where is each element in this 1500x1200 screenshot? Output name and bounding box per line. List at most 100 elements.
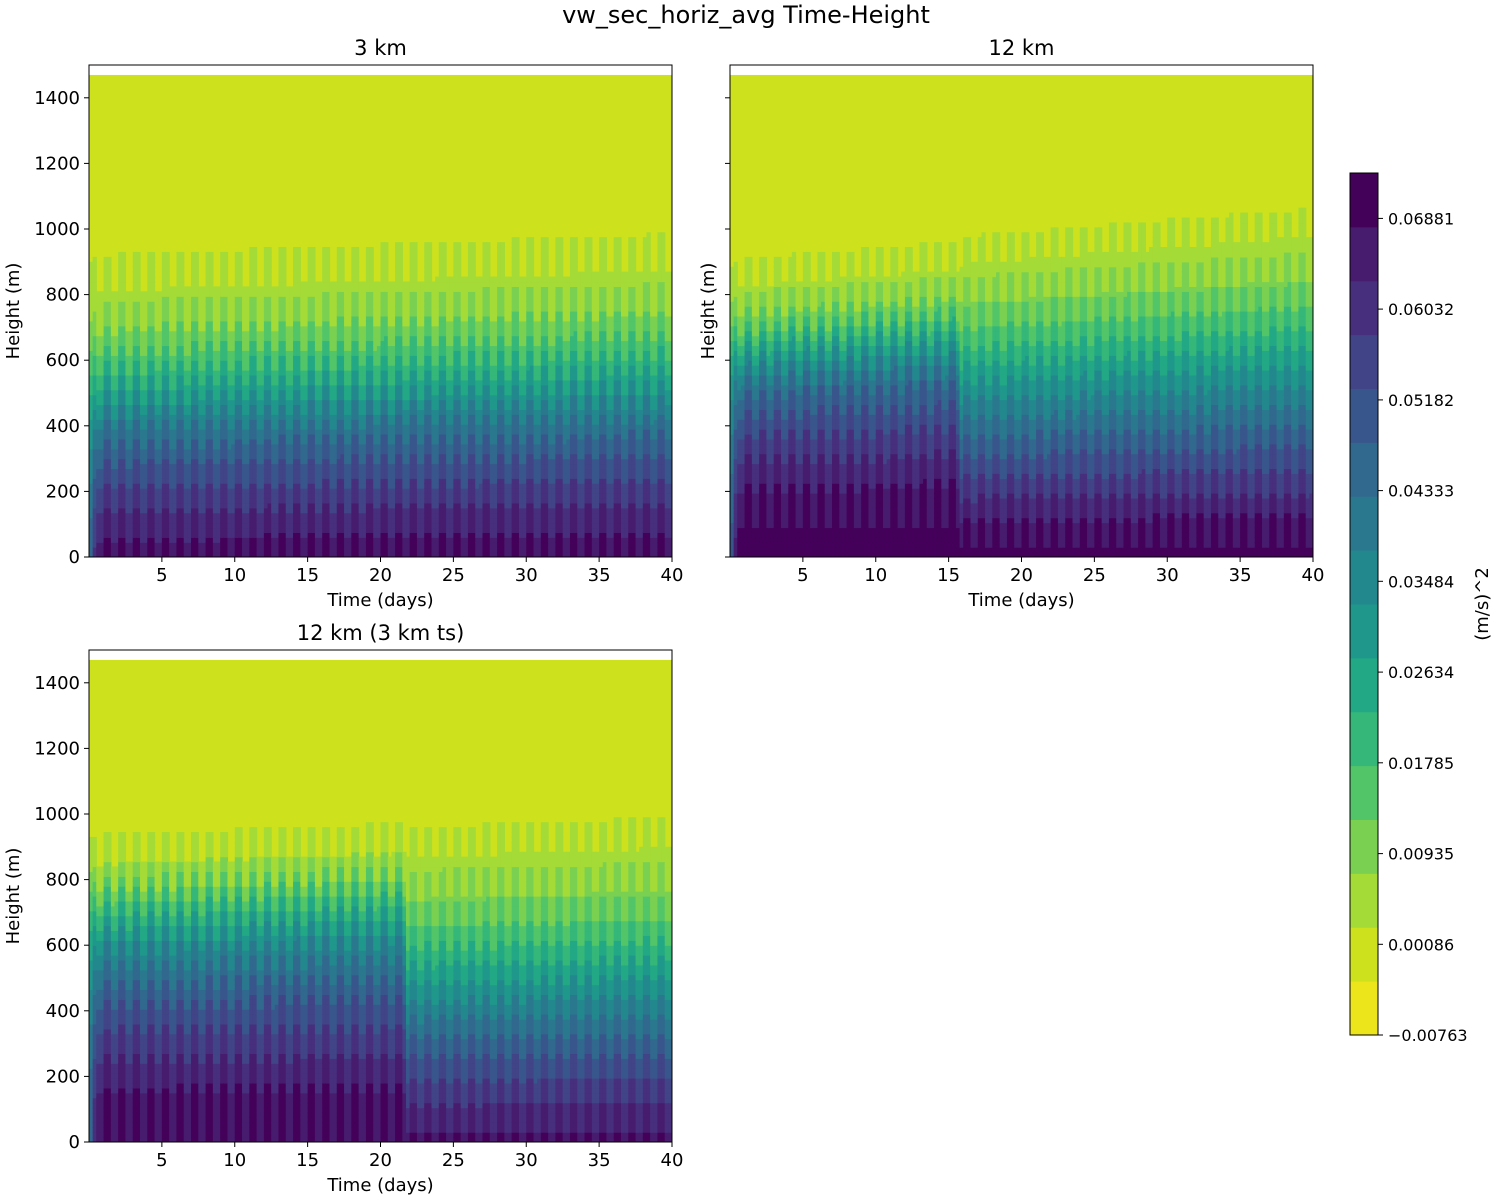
heatmap-cell bbox=[333, 306, 338, 312]
heatmap-cell bbox=[220, 488, 225, 494]
heatmap-cell bbox=[107, 311, 112, 317]
heatmap-cell bbox=[169, 493, 174, 499]
heatmap-cell bbox=[140, 438, 145, 445]
heatmap-cell bbox=[395, 399, 400, 406]
heatmap-cell bbox=[143, 355, 148, 361]
heatmap-cell bbox=[252, 424, 258, 430]
heatmap-cell bbox=[165, 493, 170, 499]
heatmap-cell bbox=[118, 448, 123, 455]
heatmap-cell bbox=[125, 517, 130, 524]
heatmap-cell bbox=[278, 517, 283, 524]
heatmap-cell bbox=[143, 468, 148, 474]
heatmap-cell bbox=[249, 424, 254, 430]
heatmap-cell bbox=[384, 532, 389, 538]
heatmap-cell bbox=[271, 384, 276, 391]
heatmap-cell bbox=[351, 261, 356, 268]
heatmap-cell bbox=[344, 438, 349, 445]
heatmap-cell bbox=[114, 301, 119, 307]
heatmap-cell bbox=[191, 350, 196, 356]
heatmap-cell bbox=[336, 502, 342, 509]
heatmap-cell bbox=[333, 434, 338, 440]
heatmap-cell bbox=[92, 276, 97, 283]
heatmap-cell bbox=[183, 497, 188, 504]
heatmap-cell bbox=[180, 512, 185, 519]
heatmap-cell bbox=[129, 404, 134, 410]
heatmap-cell bbox=[322, 552, 327, 557]
heatmap-cell bbox=[249, 330, 254, 337]
heatmap-cell bbox=[300, 537, 305, 543]
heatmap-cell bbox=[118, 512, 123, 519]
heatmap-cell bbox=[358, 281, 363, 287]
heatmap-cell bbox=[296, 355, 301, 361]
heatmap-cell bbox=[194, 261, 199, 268]
heatmap-cell bbox=[260, 286, 265, 292]
heatmap-cell bbox=[129, 478, 134, 484]
heatmap-cell bbox=[125, 306, 130, 312]
heatmap-cell bbox=[278, 448, 283, 455]
heatmap-cell bbox=[256, 330, 261, 337]
heatmap-cell bbox=[96, 547, 101, 553]
heatmap-cell bbox=[369, 512, 374, 519]
heatmap-cell bbox=[89, 271, 94, 278]
heatmap-cell bbox=[260, 340, 265, 347]
heatmap-cell bbox=[216, 345, 221, 351]
heatmap-cell bbox=[227, 443, 232, 450]
heatmap-cell bbox=[307, 389, 312, 396]
heatmap-cell bbox=[256, 340, 261, 347]
heatmap-cell bbox=[216, 522, 221, 529]
heatmap-cell bbox=[395, 443, 400, 450]
heatmap-cell bbox=[387, 552, 393, 557]
heatmap-cell bbox=[99, 320, 105, 327]
heatmap-cell bbox=[212, 330, 218, 337]
heatmap-cell bbox=[358, 429, 363, 435]
heatmap-cell bbox=[391, 281, 396, 287]
heatmap-cell bbox=[289, 350, 294, 356]
heatmap-cell bbox=[183, 350, 188, 356]
heatmap-cell bbox=[176, 330, 181, 337]
heatmap-cell bbox=[395, 301, 400, 307]
heatmap-cell bbox=[176, 251, 181, 258]
heatmap-cell bbox=[271, 517, 276, 524]
heatmap-cell bbox=[161, 281, 167, 287]
heatmap-cell bbox=[351, 355, 356, 361]
heatmap-cell bbox=[158, 379, 163, 386]
heatmap-cell bbox=[216, 502, 221, 509]
heatmap-cell bbox=[340, 345, 345, 351]
heatmap-cell bbox=[365, 301, 371, 307]
heatmap-cell bbox=[293, 350, 298, 356]
heatmap-cell bbox=[110, 355, 116, 361]
heatmap-cell bbox=[340, 247, 345, 253]
heatmap-cell bbox=[336, 281, 342, 287]
heatmap-cell bbox=[391, 458, 396, 465]
heatmap-cell bbox=[183, 315, 188, 322]
heatmap-cell bbox=[380, 335, 385, 342]
heatmap-plot-area[interactable] bbox=[89, 74, 673, 558]
heatmap-cell bbox=[143, 507, 148, 514]
heatmap-cell bbox=[114, 537, 119, 543]
heatmap-cell bbox=[380, 532, 385, 538]
heatmap-cell bbox=[340, 429, 345, 435]
heatmap-cell bbox=[274, 350, 280, 356]
heatmap-cell bbox=[96, 374, 101, 381]
heatmap-cell bbox=[322, 291, 327, 297]
heatmap-cell bbox=[329, 330, 334, 337]
heatmap-cell bbox=[227, 527, 232, 533]
heatmap-cell bbox=[325, 301, 331, 307]
heatmap-cell bbox=[263, 507, 269, 514]
heatmap-cell bbox=[318, 286, 323, 292]
heatmap-cell bbox=[318, 443, 323, 450]
heatmap-cell bbox=[96, 493, 101, 499]
heatmap-cell bbox=[231, 350, 236, 356]
heatmap-cell bbox=[391, 365, 396, 371]
heatmap-cell bbox=[303, 409, 309, 415]
heatmap-cell bbox=[289, 429, 294, 435]
heatmap-cell bbox=[274, 473, 280, 479]
heatmap-cell bbox=[89, 552, 94, 557]
heatmap-cell bbox=[161, 296, 167, 302]
heatmap-cell bbox=[242, 463, 247, 470]
heatmap-cell bbox=[256, 522, 261, 529]
heatmap-cell bbox=[136, 355, 141, 361]
heatmap-cell bbox=[136, 365, 141, 371]
heatmap-cell bbox=[191, 542, 196, 548]
heatmap-cell bbox=[387, 434, 393, 440]
